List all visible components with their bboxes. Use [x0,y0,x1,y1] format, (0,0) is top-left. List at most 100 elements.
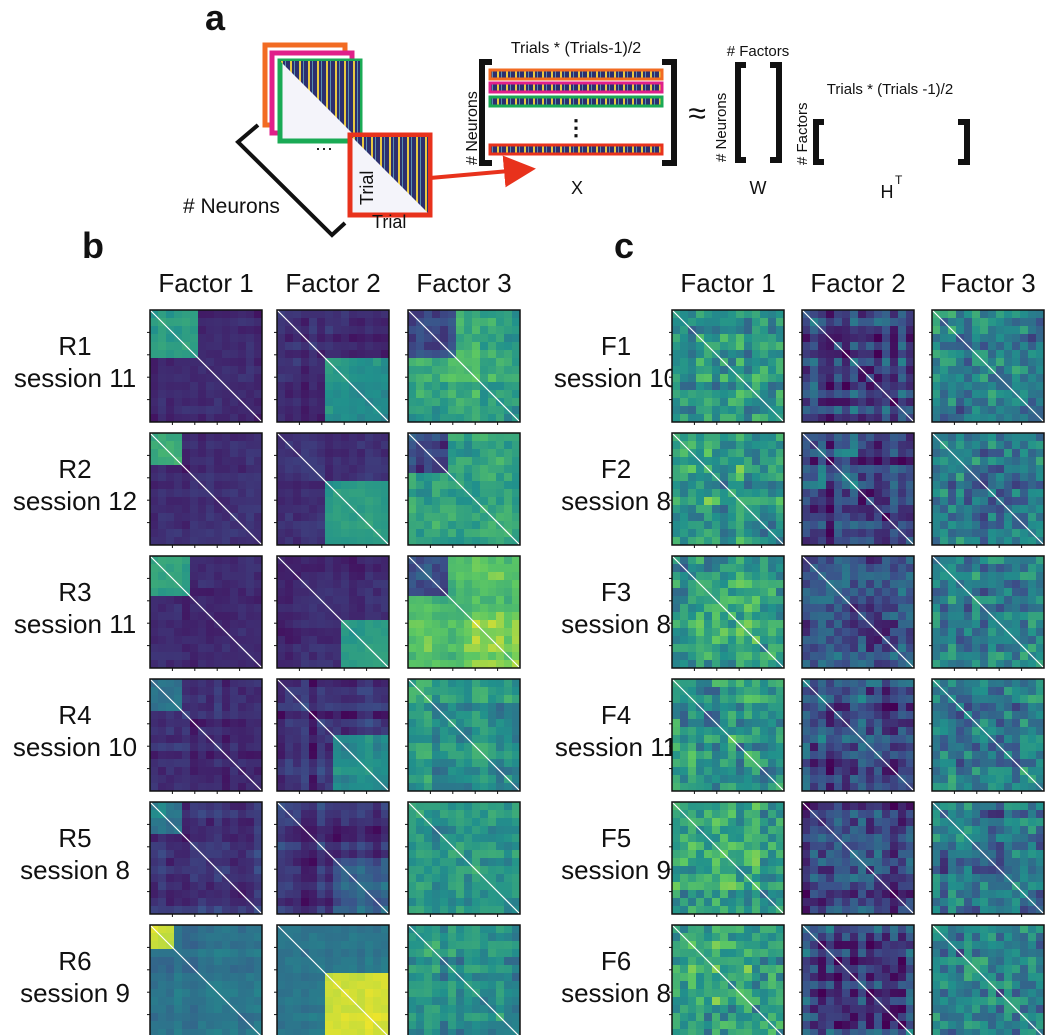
heatmap-cell [214,537,223,546]
heatmap-cell [932,382,941,391]
heatmap-cell [964,433,973,442]
heatmap-cell [357,826,366,835]
heatmap-cell [768,489,777,498]
heatmap-cell [696,473,705,482]
heatmap-cell [480,564,489,573]
heatmap-cell [440,366,449,375]
heatmap-cell [182,973,191,982]
heatmap-cell [996,414,1005,423]
heatmap-cell [996,441,1005,450]
heatmap-cell [309,390,318,399]
heatmap-cell [341,1005,350,1014]
heatmap-cell [882,481,891,490]
heatmap-cell [464,652,473,661]
heatmap-cell [882,489,891,498]
heatmap-cell [504,890,513,899]
heatmap-cell [381,529,390,538]
heatmap-cell [373,660,382,669]
matrix-row [488,68,664,81]
heatmap-cell [190,513,199,522]
heatmap-cell [238,564,247,573]
heatmap-cell [874,414,883,423]
heatmap-cell [932,334,941,343]
heatmap-cell [357,521,366,530]
heatmap-cell [504,628,513,637]
heatmap-cell [277,743,286,752]
diagonal [671,432,785,546]
heatmap-cell [496,652,505,661]
heatmap-cell [464,834,473,843]
heatmap-cell [166,711,175,720]
heatmap-cell [357,489,366,498]
heatmap-cell [309,505,318,514]
heatmap-cell [504,957,513,966]
heatmap-cell [432,414,441,423]
heatmap-cell [712,382,721,391]
heatmap-cell [222,711,231,720]
heatmap-cell [317,382,326,391]
heatmap-cell [480,890,489,899]
heatmap-cell [940,457,949,466]
heatmap-cell [285,735,294,744]
heatmap-cell [948,398,957,407]
heatmap-cell [720,433,729,442]
heatmap-cell [440,382,449,391]
heatmap-cell [317,310,326,319]
heatmap-cell [230,473,239,482]
heatmap-cell [480,612,489,621]
heatmap-cell [166,965,175,974]
heatmap-cell [301,505,310,514]
heatmap-cell [309,842,318,851]
heatmap-cell [214,925,223,934]
heatmap-cell [230,989,239,998]
heatmap-cell [293,374,302,383]
heatmap-cell [309,735,318,744]
heatmap-cell [158,842,167,851]
heatmap-cell [349,489,358,498]
heatmap-cell [456,802,465,811]
heatmap-cell [890,537,899,546]
heatmap-cell [512,358,521,367]
heatmap-cell [214,727,223,736]
heatmap-cell [222,433,231,442]
heatmap-cell [285,529,294,538]
heatmap-cell [736,513,745,522]
heatmap-cell [214,767,223,776]
heatmap-cell [246,334,255,343]
heatmap-cell [512,759,521,768]
heatmap-cell [246,687,255,696]
heatmap-cell [285,406,294,415]
heatmap-cell [440,826,449,835]
heatmap-cell [472,529,481,538]
heatmap-cell [182,505,191,514]
heatmap-cell [317,497,326,506]
heatmap-cell [230,310,239,319]
heatmap-cell [254,882,263,891]
heatmap-cell [456,580,465,589]
heatmap-cell [301,842,310,851]
heatmap-cell [480,326,489,335]
heatmap-cell [341,489,350,498]
heatmap-cell [980,433,989,442]
heatmap-cell [293,441,302,450]
heatmap-cell [222,1029,231,1035]
heatmap-cell [480,398,489,407]
heatmap-cell [488,727,497,736]
heatmap-cell [932,342,941,351]
heatmap-cell [826,374,835,383]
heatmap-cell [182,850,191,859]
heatmap-cell [940,398,949,407]
heatmap-cell [285,390,294,399]
heatmap-cell [174,628,183,637]
heatmap-cell [293,497,302,506]
heatmap-cell [158,521,167,530]
heatmap-cell [1004,449,1013,458]
heatmap-cell [440,965,449,974]
heatmap-cell [704,497,713,506]
diagonal [407,432,521,546]
heatmap-cell [408,580,417,589]
heatmap-cell [325,636,334,645]
heatmap-cell [277,810,286,819]
heatmap-cell [744,350,753,359]
heatmap-cell [166,775,175,784]
